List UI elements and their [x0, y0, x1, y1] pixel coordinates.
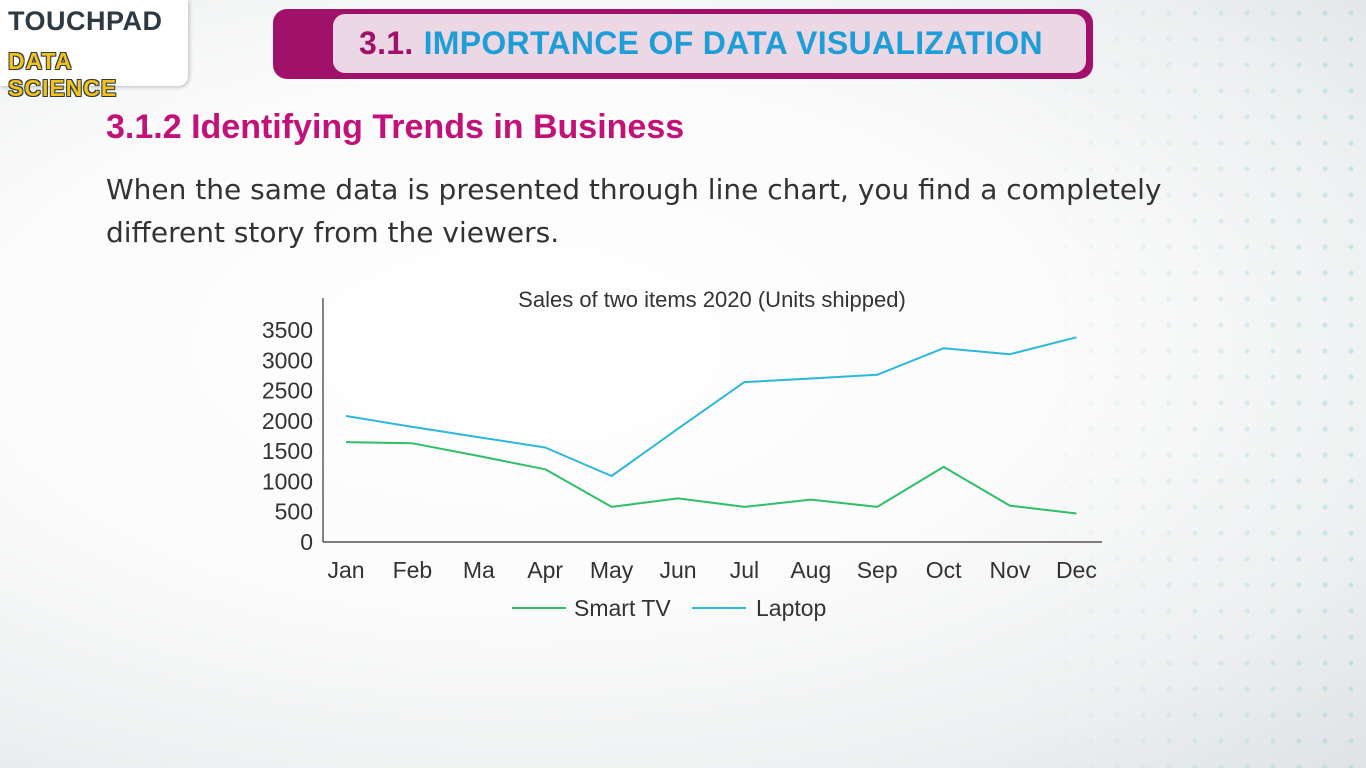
y-tick-label: 2500 — [262, 378, 313, 404]
logo-data-science-text: DATA SCIENCE — [8, 48, 118, 101]
x-tick-label: Feb — [393, 557, 433, 583]
chapter-number: 3.1. — [359, 25, 414, 61]
section-body-text: When the same data is presented through … — [106, 173, 1162, 249]
touchpad-logo: TOUCHPAD DATA SCIENCE — [0, 0, 188, 101]
y-tick-label: 3500 — [262, 317, 313, 343]
legend-label-laptop: Laptop — [756, 595, 826, 621]
legend-label-smart-tv: Smart TV — [574, 595, 671, 621]
chapter-banner-label: 3.1. IMPORTANCE OF DATA VISUALIZATION — [333, 14, 1086, 73]
y-tick-label: 2000 — [262, 408, 313, 434]
x-tick-label: Ma — [463, 557, 495, 583]
series-line-smart-tv — [345, 441, 1077, 515]
chapter-title: IMPORTANCE OF DATA VISUALIZATION — [423, 25, 1043, 61]
y-tick-label: 1500 — [262, 438, 313, 464]
sales-line-chart: Sales of two items 2020 (Units shipped) 0… — [262, 287, 1102, 621]
chart-title: Sales of two items 2020 (Units shipped) — [518, 287, 906, 312]
x-tick-label: Nov — [990, 557, 1031, 583]
chapter-banner: 3.1. IMPORTANCE OF DATA VISUALIZATION — [273, 9, 1093, 79]
logo-touchpad-text: TOUCHPAD — [8, 6, 163, 36]
x-tick-label: Aug — [790, 557, 831, 583]
section-title: 3.1.2 Identifying Trends in Business — [106, 108, 685, 146]
y-tick-label: 1000 — [262, 468, 313, 494]
x-tick-label: Jun — [659, 557, 696, 583]
y-tick-label: 3000 — [262, 347, 313, 373]
series-line-laptop — [345, 336, 1077, 477]
y-tick-label: 0 — [300, 529, 313, 555]
x-tick-label: Apr — [527, 557, 563, 583]
x-tick-label: May — [590, 557, 634, 583]
x-tick-label: Dec — [1056, 557, 1097, 583]
y-tick-label: 500 — [275, 499, 313, 525]
x-tick-label: Jan — [327, 557, 364, 583]
x-tick-label: Sep — [857, 557, 898, 583]
x-tick-label: Jul — [730, 557, 759, 583]
x-tick-label: Oct — [926, 557, 962, 583]
